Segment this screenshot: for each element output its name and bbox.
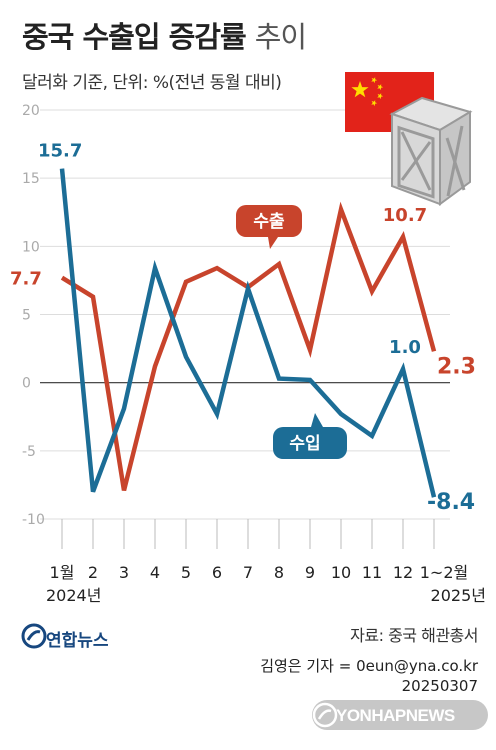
grid-lines [40, 109, 450, 520]
series-lines [59, 168, 437, 498]
title-main: 중국 수출입 증감률 [22, 20, 247, 54]
x-tick-label: 1월 [50, 563, 75, 582]
label-export-first: 7.7 [10, 269, 42, 290]
legend-export-label: 수출 [253, 212, 285, 232]
watermark-text: YONHAPNEWS [336, 706, 455, 725]
x-tick-label: 5 [181, 563, 191, 582]
y-tick-label: -5 [22, 444, 36, 460]
label-import-12: 1.0 [389, 337, 421, 358]
x-tick-label: 4 [150, 563, 160, 582]
x-tick-label: 7 [243, 563, 253, 582]
y-tick-label: 5 [22, 308, 31, 324]
yonhap-logo-text: 연합뉴스 [46, 631, 109, 651]
data-labels: 7.7 15.7 10.7 1.0 2.3 -8.4 [10, 141, 476, 516]
byline-date: 20250307 [401, 677, 478, 695]
x-tick-label: 3 [119, 563, 129, 582]
y-tick-label: 0 [22, 376, 31, 392]
y-axis-ticks: 20 15 10 5 0 -5 -10 [22, 103, 45, 528]
x-tick-label: 8 [274, 563, 284, 582]
x-tick-label: 2 [88, 563, 98, 582]
x-tick-label: 11 [362, 563, 382, 582]
label-import-first: 15.7 [38, 141, 82, 162]
x-tick-label: 10 [331, 563, 351, 582]
y-tick-label: -10 [22, 512, 45, 528]
legend-import-bubble: 수입 [273, 413, 347, 459]
source-note: 자료: 중국 해관총서 [350, 626, 478, 645]
page-title: 중국 수출입 증감률 추이 [22, 14, 307, 56]
y-tick-label: 10 [22, 239, 40, 255]
y-tick-label: 20 [22, 103, 40, 119]
watermark-badge [312, 700, 488, 730]
label-export-last: 2.3 [437, 354, 476, 379]
x-tick-label: 9 [305, 563, 315, 582]
x-tick-label: 1~2월 [420, 563, 469, 582]
series-import-line [59, 168, 437, 498]
series-export-line [60, 201, 437, 491]
legend-export-bubble: 수출 [236, 205, 302, 249]
shipping-crate-icon [389, 96, 473, 206]
x-tick-label: 12 [393, 563, 413, 582]
y-tick-label: 15 [22, 171, 40, 187]
yonhap-logo-icon [21, 623, 47, 649]
byline: 김영은 기자 = 0eun@yna.co.kr 20250307 [260, 656, 478, 696]
byline-author: 김영은 기자 = 0eun@yna.co.kr [260, 657, 478, 675]
year-label-2024: 2024년 [46, 586, 101, 605]
year-label-2025: 2025년 [431, 586, 486, 605]
chart-subtitle: 달러화 기준, 단위: %(전년 동월 대비) [22, 73, 282, 93]
label-export-peak: 10.7 [383, 205, 427, 226]
x-tick-label: 6 [212, 563, 222, 582]
label-import-last: -8.4 [427, 490, 475, 515]
legend-import-label: 수입 [289, 434, 320, 454]
x-axis-labels: 1월 2 3 4 5 6 7 8 9 10 11 12 1~2월 2024년 2025년 [46, 519, 486, 605]
title-light: 추이 [254, 20, 307, 54]
